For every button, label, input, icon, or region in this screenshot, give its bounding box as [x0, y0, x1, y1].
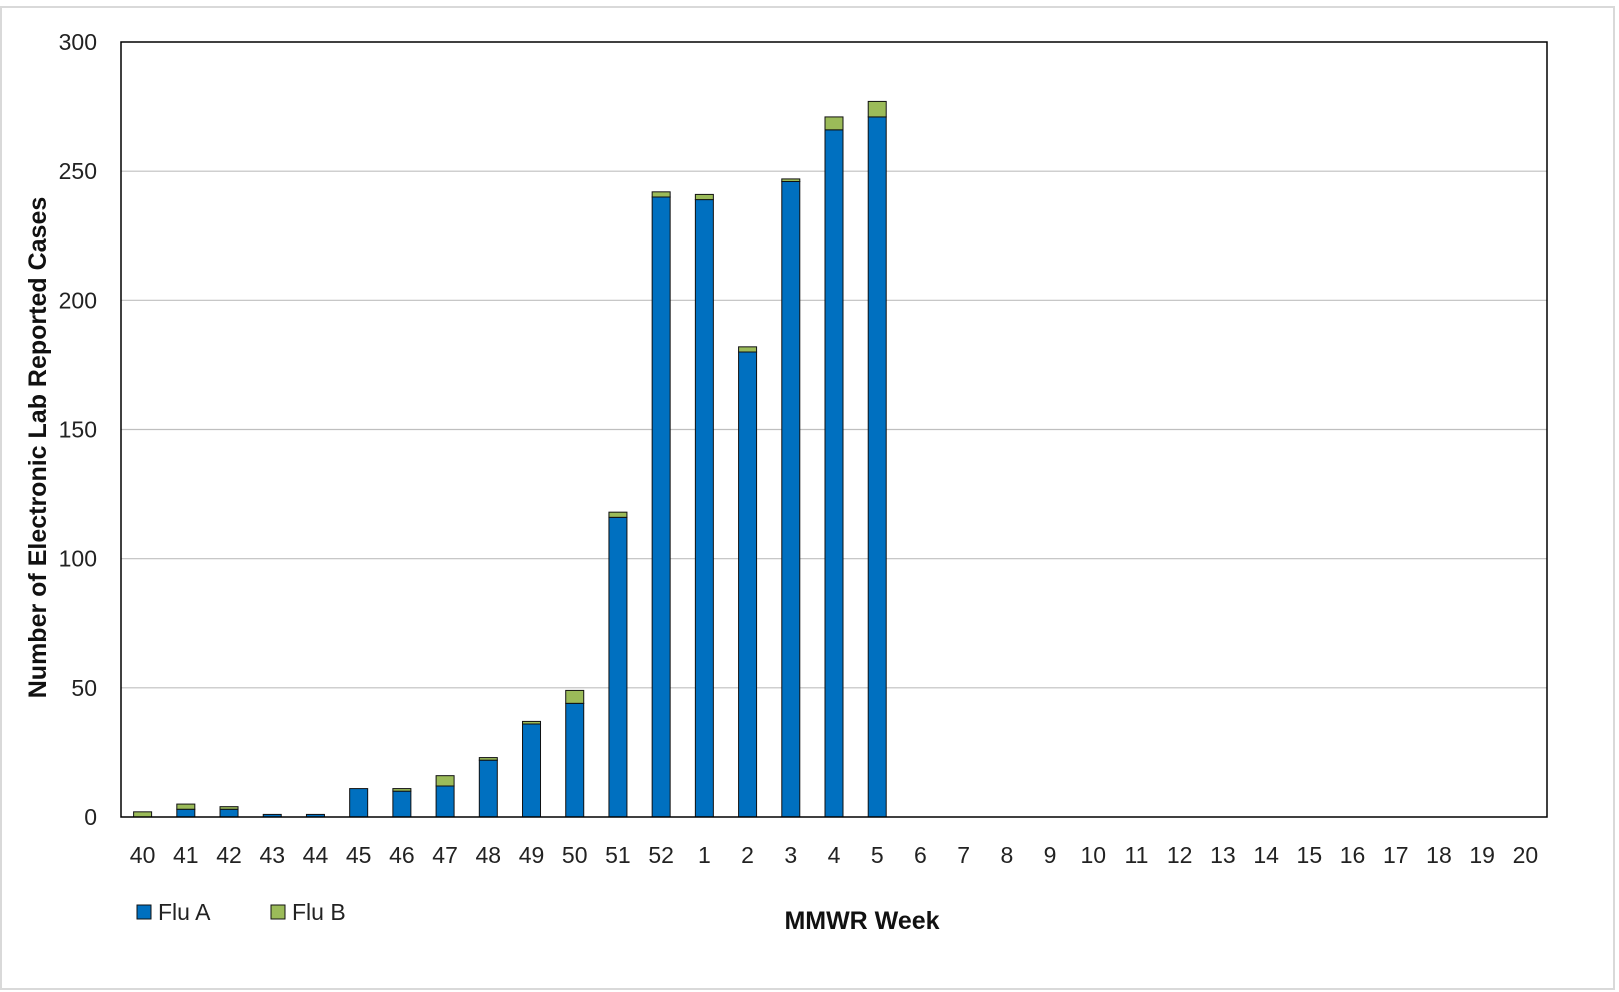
bar-flu-a	[651, 196, 671, 818]
x-tick-label: 3	[784, 842, 797, 868]
bar-flu-b	[824, 116, 844, 131]
bar-flu-b	[738, 346, 758, 353]
legend: Flu A Flu B	[136, 899, 346, 925]
x-tick-label: 7	[957, 842, 970, 868]
x-tick-label: 17	[1383, 842, 1409, 868]
chart-frame	[0, 6, 1615, 990]
y-tick-label: 0	[84, 804, 97, 830]
y-axis-ticks: 0 50 100 150 200 250 300	[59, 29, 97, 830]
bar-flu-a	[608, 516, 628, 818]
x-tick-label: 43	[259, 842, 285, 868]
x-tick-label: 13	[1210, 842, 1236, 868]
x-tick-label: 12	[1167, 842, 1193, 868]
y-axis-title: Number of Electronic Lab Reported Cases	[24, 197, 52, 699]
bar-flu-a	[694, 199, 714, 818]
bar-flu-a	[219, 808, 239, 818]
y-tick-label: 150	[59, 417, 97, 443]
x-tick-label: 9	[1044, 842, 1057, 868]
legend-swatch	[270, 904, 286, 920]
x-tick-label: 41	[173, 842, 199, 868]
x-tick-label: 42	[216, 842, 242, 868]
bar-flu-a	[565, 702, 585, 818]
bar-flu-a	[392, 790, 412, 818]
x-tick-label: 40	[130, 842, 156, 868]
bar-flu-b	[608, 511, 628, 518]
bar-flu-b	[565, 689, 585, 704]
x-tick-label: 6	[914, 842, 927, 868]
x-tick-label: 4	[828, 842, 841, 868]
bar-flu-b	[478, 757, 498, 761]
x-tick-label: 49	[519, 842, 545, 868]
bar-flu-b	[176, 803, 196, 810]
bar-flu-b	[219, 806, 239, 810]
bar-flu-b	[392, 788, 412, 792]
x-tick-label: 2	[741, 842, 754, 868]
bar-flu-a	[867, 116, 887, 818]
bar-flu-b	[867, 100, 887, 118]
bar-flu-a	[781, 181, 801, 818]
x-tick-label: 46	[389, 842, 415, 868]
bar-flu-a	[349, 788, 369, 818]
bar-flu-a	[176, 808, 196, 818]
x-tick-label: 15	[1297, 842, 1323, 868]
x-axis-title: MMWR Week	[784, 907, 939, 935]
y-tick-label: 250	[59, 158, 97, 184]
bar-flu-b	[435, 775, 455, 787]
bar-flu-b	[522, 720, 542, 725]
x-tick-label: 45	[346, 842, 372, 868]
x-tick-label: 48	[476, 842, 502, 868]
x-tick-label: 47	[432, 842, 458, 868]
x-tick-label: 19	[1469, 842, 1495, 868]
x-tick-label: 14	[1253, 842, 1279, 868]
bar-flu-a	[435, 785, 455, 818]
bar-flu-a	[824, 129, 844, 818]
plot-area	[120, 41, 1548, 818]
bar-flu-a	[738, 351, 758, 818]
x-tick-label: 10	[1080, 842, 1106, 868]
legend-label: Flu A	[158, 899, 211, 925]
x-tick-label: 44	[303, 842, 329, 868]
legend-swatch	[136, 904, 152, 920]
legend-label: Flu B	[292, 899, 346, 925]
x-axis-ticks: 40 41 42 43 44 45 46 47 48 49 50 51 52 1 2 3 4 5 6 7 8 9 10 11 1…	[130, 842, 1538, 868]
y-tick-label: 50	[71, 675, 97, 701]
x-tick-label: 18	[1426, 842, 1452, 868]
x-tick-label: 11	[1125, 842, 1149, 868]
bars	[133, 100, 887, 818]
y-tick-label: 300	[59, 29, 97, 55]
x-tick-label: 8	[1000, 842, 1013, 868]
x-tick-label: 52	[648, 842, 674, 868]
bar-flu-b	[781, 178, 801, 183]
x-tick-label: 5	[871, 842, 884, 868]
x-tick-label: 50	[562, 842, 588, 868]
bar-flu-b	[133, 811, 153, 818]
y-tick-label: 100	[59, 546, 97, 572]
x-tick-label: 20	[1513, 842, 1539, 868]
y-tick-label: 200	[59, 287, 97, 313]
bar-flu-a	[478, 759, 498, 818]
bar-flu-a	[522, 723, 542, 818]
x-tick-label: 51	[605, 842, 631, 868]
x-tick-label: 1	[698, 842, 711, 868]
bar-flu-b	[651, 191, 671, 198]
x-tick-label: 16	[1340, 842, 1366, 868]
bar-flu-b	[694, 193, 714, 201]
